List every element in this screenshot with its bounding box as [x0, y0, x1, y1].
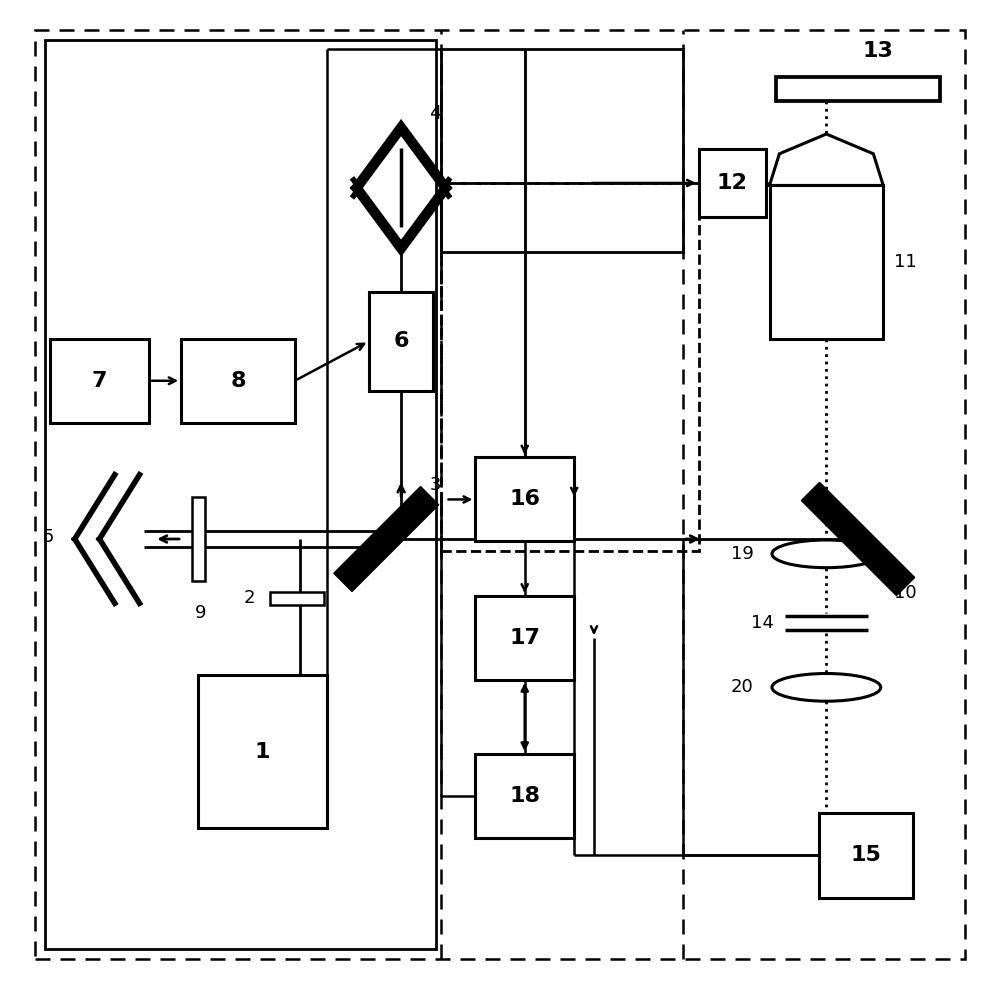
Text: 1: 1: [255, 742, 270, 762]
Bar: [192, 496, 205, 582]
Text: 4: 4: [430, 104, 442, 124]
Bar: [50, 338, 149, 423]
Text: 6: 6: [393, 331, 409, 351]
Text: 15: 15: [850, 846, 881, 865]
Bar: [475, 457, 574, 542]
Bar: [699, 149, 766, 217]
Text: 13: 13: [862, 42, 893, 61]
Text: 19: 19: [731, 545, 754, 563]
Bar: [369, 292, 433, 391]
Text: 16: 16: [509, 490, 540, 509]
Bar: [819, 813, 913, 898]
Bar: [198, 675, 327, 829]
Text: 12: 12: [717, 173, 748, 193]
Text: 8: 8: [230, 371, 246, 391]
Text: 18: 18: [509, 786, 540, 806]
Polygon shape: [770, 134, 883, 186]
Polygon shape: [801, 483, 915, 595]
Text: 9: 9: [195, 604, 206, 622]
Bar: [270, 591, 324, 604]
Bar: [45, 40, 436, 949]
Text: 11: 11: [894, 253, 916, 271]
Bar: [441, 49, 683, 252]
Bar: [181, 338, 295, 423]
Bar: [475, 595, 574, 680]
Polygon shape: [334, 487, 439, 591]
Text: 20: 20: [731, 678, 754, 696]
Text: 7: 7: [92, 371, 107, 391]
Text: 14: 14: [751, 614, 774, 632]
Bar: [475, 754, 574, 839]
Text: 2: 2: [244, 589, 256, 607]
Bar: [770, 186, 883, 338]
Bar: [441, 183, 699, 552]
Text: 5: 5: [42, 528, 54, 546]
Ellipse shape: [772, 674, 881, 701]
Text: 10: 10: [894, 584, 917, 602]
Text: 17: 17: [509, 628, 540, 648]
Bar: [776, 77, 940, 101]
Text: 3: 3: [430, 476, 441, 494]
Ellipse shape: [772, 540, 881, 568]
